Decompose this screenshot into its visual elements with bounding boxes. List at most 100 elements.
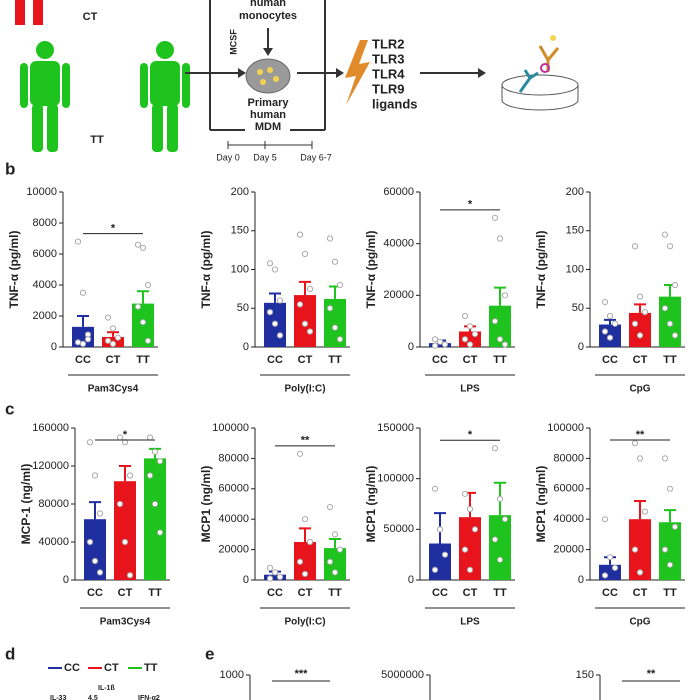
data-point: [491, 536, 499, 543]
y-tick-label: 20000: [553, 544, 584, 556]
y-tick-label: 0: [51, 341, 57, 353]
data-point: [601, 328, 609, 335]
x-tick-label: TT: [148, 587, 162, 599]
data-point: [151, 500, 159, 508]
data-point: [436, 526, 444, 533]
data-point: [431, 485, 439, 492]
data-point: [491, 214, 499, 221]
data-point: [611, 320, 619, 327]
data-point: [331, 569, 339, 576]
bar: [459, 517, 481, 580]
data-point: [84, 336, 92, 343]
bar: [429, 343, 451, 347]
y-axis-label: TNF-α (pg/ml): [199, 230, 213, 308]
data-point: [331, 324, 339, 331]
y-tick-label: 5000000: [381, 669, 424, 681]
y-tick-label: 20000: [218, 544, 249, 556]
error-bar: [634, 303, 646, 313]
data-point: [134, 241, 142, 248]
data-point: [636, 293, 644, 300]
data-point: [431, 566, 439, 573]
data-point: [151, 448, 159, 455]
error-bar: [299, 280, 311, 296]
significance: **: [647, 668, 656, 680]
data-point: [116, 500, 124, 508]
bar: [264, 574, 286, 580]
x-tick-label: TT: [136, 354, 150, 366]
data-point: [144, 337, 152, 344]
day-label: Day 6-7: [300, 152, 332, 162]
data-point: [641, 309, 649, 316]
x-tick-label: TT: [493, 354, 507, 366]
data-point: [331, 531, 339, 538]
data-point: [301, 516, 309, 523]
data-point: [74, 238, 82, 245]
data-point: [326, 235, 334, 242]
data-point: [466, 341, 474, 348]
label: monocytes: [239, 10, 297, 22]
y-tick-label: 60000: [218, 483, 249, 495]
person: [20, 41, 70, 152]
data-point: [139, 319, 147, 326]
axis-label: IL-33: [50, 695, 66, 700]
data-point: [661, 455, 669, 462]
data-point: [114, 334, 122, 341]
data-point: [296, 301, 304, 308]
label: human: [250, 0, 286, 9]
axis-label: IFN-α2: [138, 695, 160, 700]
significance: *: [468, 429, 473, 441]
label: Primary: [248, 97, 290, 109]
y-tick-label: 0: [243, 341, 249, 353]
data-point: [441, 341, 449, 348]
y-tick-label: 150: [231, 225, 249, 237]
data-point: [466, 505, 474, 513]
data-point: [661, 231, 669, 238]
data-point: [301, 570, 309, 578]
y-tick-label: 20000: [383, 289, 414, 301]
data-point: [491, 318, 499, 325]
data-point: [501, 292, 509, 299]
data-point: [104, 314, 112, 321]
data-point: [666, 320, 674, 327]
data-point: [301, 320, 309, 327]
data-point: [96, 569, 104, 576]
ligand-label: TLR2: [372, 36, 405, 51]
data-point: [631, 243, 639, 250]
significance: **: [636, 429, 645, 441]
data-point: [501, 341, 509, 348]
data-point: [156, 529, 164, 536]
x-tick-label: CC: [87, 587, 103, 599]
diagram: CT TT human monocytes MCSF Primary human…: [15, 0, 579, 152]
data-point: [631, 320, 639, 327]
data-point: [496, 556, 504, 563]
x-tick-label: CT: [106, 354, 121, 366]
y-axis-label: TNF-α (pg/ml): [7, 230, 21, 308]
x-tick-label: CC: [267, 587, 283, 599]
x-tick-label: CT: [633, 354, 648, 366]
axis-label: 4.5: [88, 695, 98, 700]
cell-granules: [257, 67, 279, 85]
group-label: Pam3Cys4: [88, 384, 139, 395]
y-tick-label: 2000: [33, 310, 57, 322]
error-bar: [137, 290, 149, 304]
ligand-label: ligands: [372, 96, 418, 111]
data-point: [606, 312, 614, 320]
data-point: [336, 546, 344, 553]
axis-label: IL-1ß: [98, 685, 115, 692]
label: MCSF: [228, 29, 238, 55]
data-point: [496, 495, 504, 503]
data-point: [641, 508, 649, 515]
data-point: [631, 440, 639, 447]
y-tick-label: 50: [572, 302, 584, 314]
box: [185, 0, 480, 149]
data-point: [86, 538, 94, 546]
data-point: [96, 510, 104, 517]
data-point: [461, 546, 469, 553]
data-point: [431, 336, 439, 343]
x-tick-label: CT: [118, 587, 133, 599]
significance: *: [111, 223, 116, 235]
x-tick-label: CT: [298, 354, 313, 366]
data-point: [611, 564, 619, 571]
data-point: [126, 472, 134, 479]
data-point: [336, 336, 344, 343]
